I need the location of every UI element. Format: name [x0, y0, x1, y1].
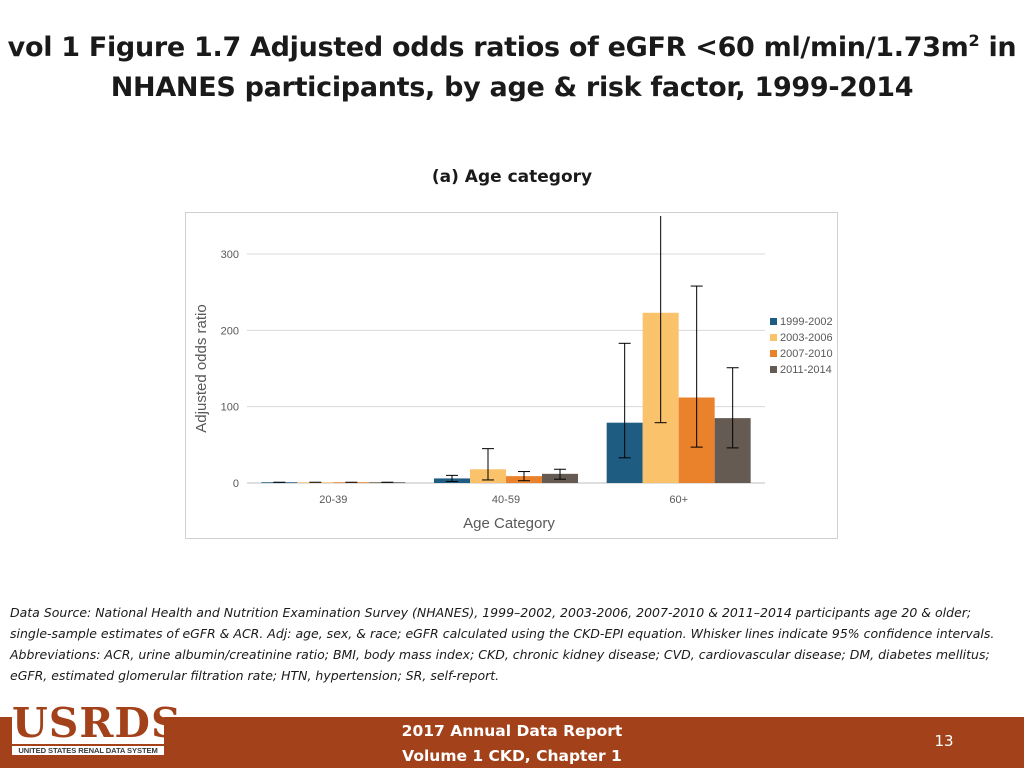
slide-title-line2: NHANES participants, by age & risk facto…: [110, 72, 914, 103]
legend-swatch: [770, 350, 777, 357]
legend-swatch: [770, 366, 777, 373]
legend-label: 2011-2014: [780, 364, 832, 376]
legend-label: 1999-2002: [780, 316, 833, 328]
page-number: 13: [934, 732, 954, 750]
y-tick-label: 300: [221, 249, 239, 261]
logo-rule: [12, 744, 164, 746]
logo-subtitle: UNITED STATES RENAL DATA SYSTEM: [18, 746, 158, 755]
usrds-logo: USRDS UNITED STATES RENAL DATA SYSTEM: [12, 699, 182, 755]
chart-title: (a) Age category: [431, 167, 593, 187]
legend-label: 2003-2006: [780, 332, 833, 344]
legend-swatch: [770, 334, 777, 341]
x-tick-label: 60+: [669, 494, 688, 506]
logo-wordmark: USRDS: [12, 699, 182, 747]
slide-title: vol 1 Figure 1.7 Adjusted odds ratios of…: [0, 28, 1024, 108]
y-axis-label: Adjusted odds ratio: [193, 304, 210, 432]
footer-volume-chapter: Volume 1 CKD, Chapter 1: [402, 747, 622, 765]
footer-report-title: 2017 Annual Data Report: [401, 722, 623, 740]
y-tick-label: 0: [233, 478, 239, 490]
footer-bar: [0, 717, 1024, 768]
footer-text: 2017 Annual Data Report Volume 1 CKD, Ch…: [312, 719, 712, 769]
legend-swatch: [770, 318, 777, 325]
legend-label: 2007-2010: [780, 348, 833, 360]
data-source-footnote: Data Source: National Health and Nutriti…: [10, 605, 995, 683]
x-tick-label: 20-39: [319, 494, 347, 506]
x-axis-label: Age Category: [463, 515, 555, 532]
slide-title-line1: vol 1 Figure 1.7 Adjusted odds ratios of…: [7, 31, 1017, 63]
chart-frame: [185, 212, 838, 539]
x-tick-label: 40-59: [492, 494, 520, 506]
y-tick-label: 100: [221, 402, 239, 414]
bar-chart: 0 100 200 300 Adjusted odds ratio 20-39 40-59 6…: [193, 216, 833, 532]
y-tick-label: 200: [221, 325, 239, 337]
